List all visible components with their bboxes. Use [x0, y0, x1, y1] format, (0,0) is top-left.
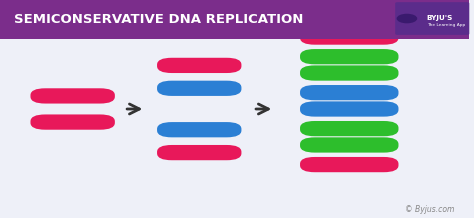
FancyBboxPatch shape [300, 29, 399, 45]
Text: BYJU'S: BYJU'S [427, 15, 453, 21]
FancyBboxPatch shape [300, 65, 399, 81]
FancyBboxPatch shape [157, 58, 241, 73]
Text: SEMICONSERVATIVE DNA REPLICATION: SEMICONSERVATIVE DNA REPLICATION [14, 13, 303, 26]
FancyBboxPatch shape [30, 114, 115, 130]
Circle shape [397, 14, 417, 23]
FancyBboxPatch shape [157, 122, 241, 137]
FancyBboxPatch shape [157, 145, 241, 160]
Text: © Byjus.com: © Byjus.com [405, 205, 455, 214]
FancyBboxPatch shape [300, 137, 399, 153]
FancyBboxPatch shape [300, 85, 399, 100]
FancyBboxPatch shape [157, 81, 241, 96]
FancyBboxPatch shape [0, 0, 469, 39]
FancyBboxPatch shape [300, 49, 399, 64]
FancyBboxPatch shape [30, 88, 115, 104]
Text: The Learning App: The Learning App [427, 23, 465, 27]
FancyBboxPatch shape [300, 101, 399, 117]
FancyBboxPatch shape [395, 2, 469, 35]
FancyBboxPatch shape [300, 157, 399, 172]
FancyBboxPatch shape [300, 121, 399, 136]
